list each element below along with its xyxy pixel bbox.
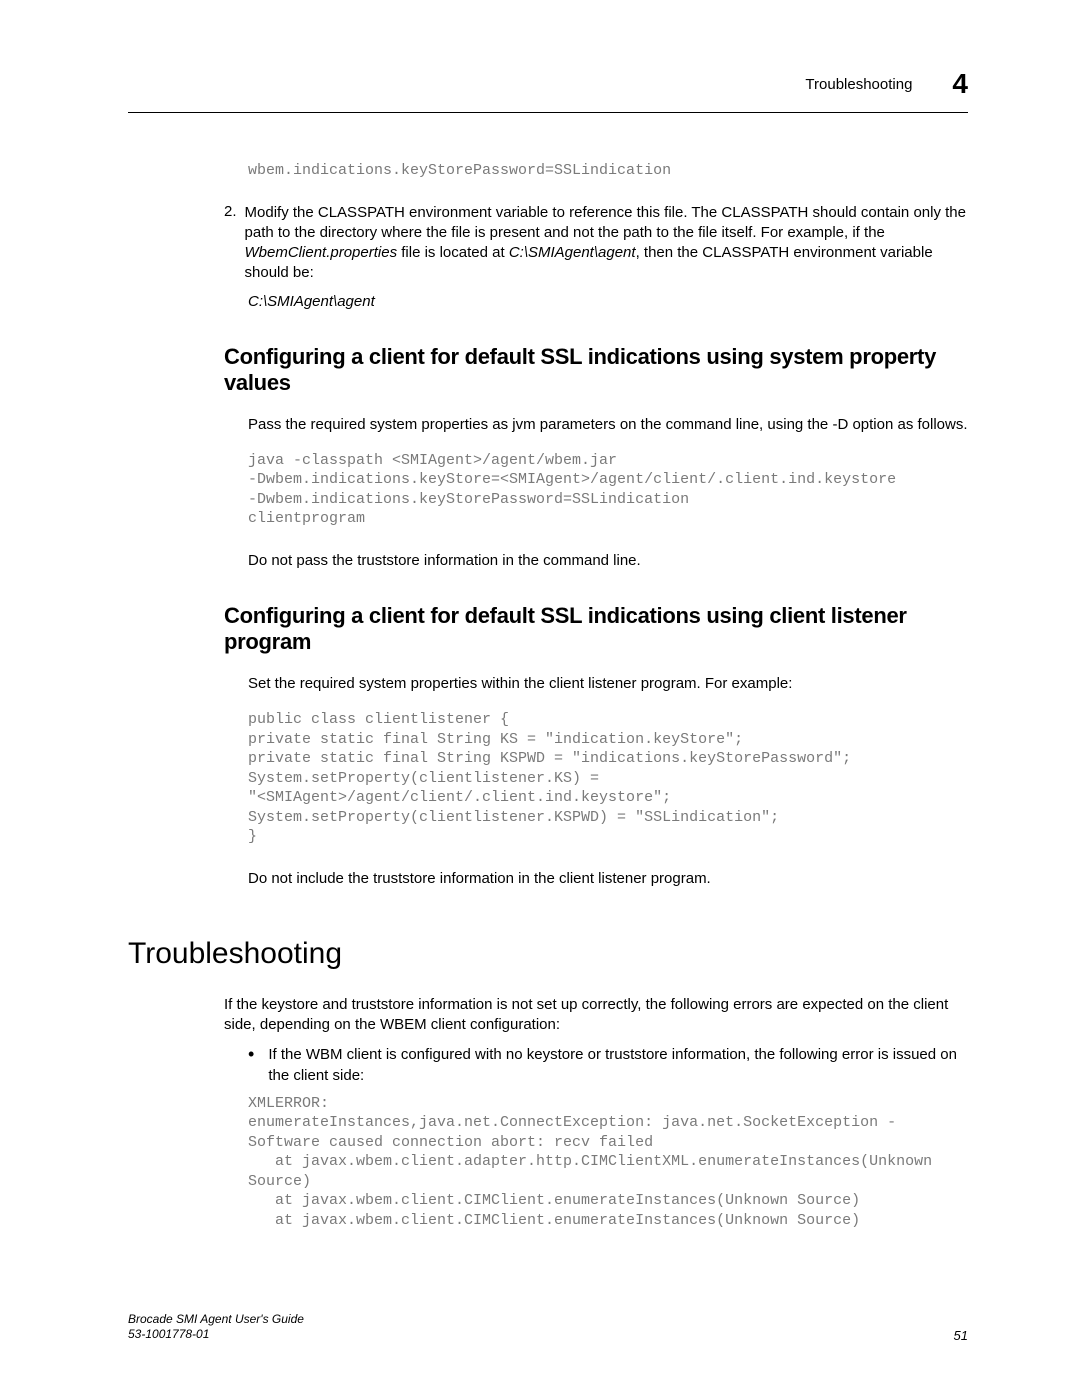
code-block: wbem.indications.keyStorePassword=SSLind… <box>248 161 968 181</box>
page-footer: Brocade SMI Agent User's Guide 53-100177… <box>128 1312 968 1343</box>
footer-left: Brocade SMI Agent User's Guide 53-100177… <box>128 1312 304 1343</box>
section-heading: Configuring a client for default SSL ind… <box>224 344 968 397</box>
paragraph: Do not pass the truststore information i… <box>248 551 968 571</box>
step-number: 2. <box>224 203 237 284</box>
code-block: XMLERROR: enumerateInstances,java.net.Co… <box>248 1094 968 1231</box>
footer-docnum: 53-1001778-01 <box>128 1327 304 1343</box>
bullet-icon: • <box>248 1045 254 1086</box>
step-text: Modify the CLASSPATH environment variabl… <box>245 203 968 284</box>
chapter-number: 4 <box>952 68 968 100</box>
paragraph: Pass the required system properties as j… <box>248 415 968 435</box>
bullet-item: • If the WBM client is configured with n… <box>248 1045 968 1086</box>
page-header: Troubleshooting 4 <box>128 68 968 113</box>
page-number: 51 <box>954 1328 968 1343</box>
section-heading: Configuring a client for default SSL ind… <box>224 603 968 656</box>
paragraph: Do not include the truststore informatio… <box>248 869 968 889</box>
bullet-text: If the WBM client is configured with no … <box>268 1045 968 1086</box>
footer-title: Brocade SMI Agent User's Guide <box>128 1312 304 1328</box>
step-2: 2. Modify the CLASSPATH environment vari… <box>224 203 968 284</box>
code-block: java -classpath <SMIAgent>/agent/wbem.ja… <box>248 451 968 529</box>
header-title: Troubleshooting <box>805 76 912 93</box>
main-heading: Troubleshooting <box>128 937 968 971</box>
paragraph: Set the required system properties withi… <box>248 674 968 694</box>
paragraph: If the keystore and truststore informati… <box>224 995 968 1036</box>
page-content: Troubleshooting 4 wbem.indications.keySt… <box>0 0 1080 1230</box>
code-block: public class clientlistener { private st… <box>248 710 968 847</box>
path-text: C:\SMIAgent\agent <box>248 292 968 312</box>
